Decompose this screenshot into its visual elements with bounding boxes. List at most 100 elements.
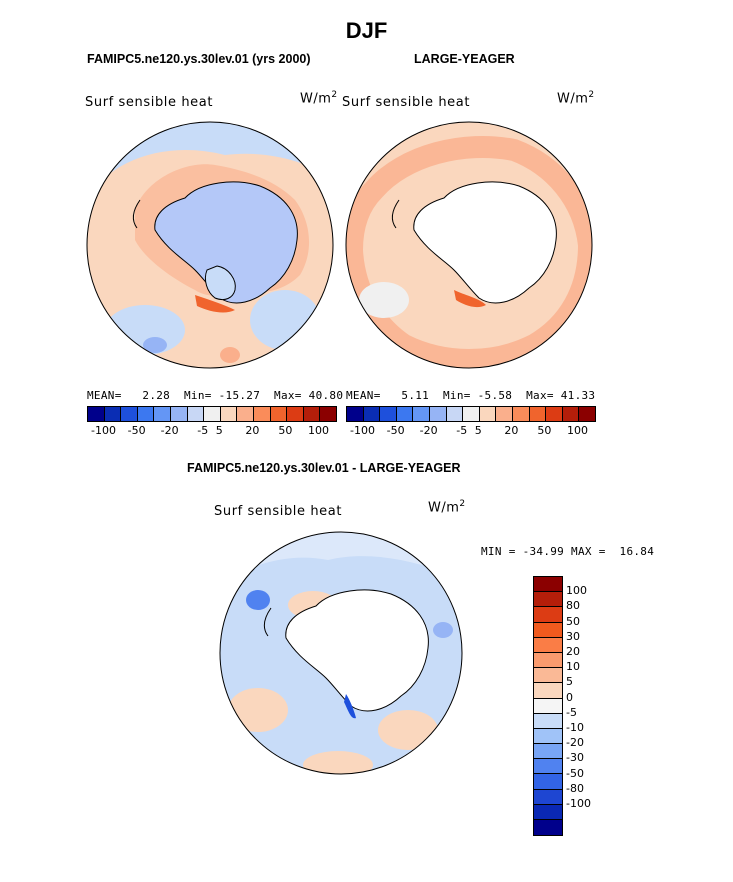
left-map-cool-patch [250, 290, 320, 350]
colorbar-swatch [347, 407, 364, 421]
left-colorbar [87, 406, 337, 422]
colorbar-swatch [413, 407, 430, 421]
right-panel-label: Surf sensible heat [342, 95, 471, 110]
colorbar-tick-label: 5 [215, 424, 223, 437]
colorbar-tick-label: -20 [419, 424, 438, 437]
colorbar-swatch [534, 668, 562, 684]
colorbar-swatch [429, 407, 447, 421]
colorbar-swatch [579, 407, 595, 421]
colorbar-swatch [363, 407, 381, 421]
diff-map-warm-patch [228, 688, 288, 732]
diff-map-cool-spot [433, 622, 453, 638]
colorbar-swatch [204, 407, 221, 421]
right-colorbar-labels: -100 -50 -20 -5 5 20 50 100 [346, 424, 594, 438]
colorbar-swatch [253, 407, 271, 421]
left-map-cool-spot [143, 337, 167, 353]
colorbar-swatch [104, 407, 122, 421]
right-map-neutral-patch [359, 282, 409, 318]
diff-panel-heading: FAMIPC5.ne120.ys.30lev.01 - LARGE-YEAGER [187, 461, 461, 475]
diff-colorbar-labels: 100 80 50 30 20 10 5 0 -5 -10 -20 -30 -50 -80 -100 [566, 576, 606, 836]
colorbar-tick-label: -50 [386, 424, 405, 437]
colorbar-swatch [303, 407, 321, 421]
colorbar-tick-label: -100 [350, 424, 376, 437]
colorbar-swatch [534, 820, 562, 836]
left-map-warm-coast [195, 295, 235, 313]
colorbar-swatch [512, 407, 530, 421]
colorbar-swatch [534, 759, 562, 775]
colorbar-tick-label: 50 [537, 424, 552, 437]
colorbar-swatch [534, 774, 562, 790]
colorbar-swatch [534, 698, 562, 714]
colorbar-swatch [534, 622, 562, 638]
colorbar-swatch [380, 407, 397, 421]
diff-polar-map [219, 531, 463, 775]
right-panel-units: W/m2 [557, 90, 595, 107]
colorbar-swatch [137, 407, 155, 421]
colorbar-swatch [320, 407, 336, 421]
colorbar-swatch [496, 407, 513, 421]
diff-map-warm-patch [378, 710, 438, 750]
colorbar-tick-label: 20 [504, 424, 519, 437]
colorbar-swatch [534, 728, 562, 745]
right-map-antarctica [413, 181, 557, 304]
right-panel-heading: LARGE-YEAGER [414, 52, 515, 66]
colorbar-swatch [396, 407, 414, 421]
colorbar-tick-label: 5 [474, 424, 482, 437]
right-colorbar [346, 406, 596, 422]
colorbar-tick-label: -10 [566, 721, 584, 734]
colorbar-tick-label: 80 [566, 599, 580, 613]
colorbar-swatch [154, 407, 171, 421]
diff-panel-units: W/m2 [428, 499, 466, 516]
colorbar-tick-label: -20 [160, 424, 179, 437]
colorbar-swatch [534, 592, 562, 608]
right-map-warm-coast [454, 290, 486, 308]
colorbar-tick-label: 20 [566, 645, 580, 658]
right-map-peninsula [391, 199, 400, 229]
colorbar-swatch [534, 683, 562, 699]
colorbar-tick-label: 0 [566, 690, 573, 704]
colorbar-swatch [479, 407, 497, 421]
colorbar-swatch [546, 407, 563, 421]
colorbar-tick-label: 20 [245, 424, 260, 437]
colorbar-swatch [187, 407, 205, 421]
colorbar-tick-label: 100 [307, 424, 329, 437]
colorbar-tick-label: -5 [197, 424, 209, 437]
colorbar-tick-label: -5 [566, 705, 577, 719]
diff-panel-stats: MIN = -34.99 MAX = 16.84 [481, 545, 655, 558]
colorbar-swatch [534, 577, 562, 593]
colorbar-swatch [534, 789, 562, 805]
left-colorbar-labels: -100 -50 -20 -5 5 20 50 100 [87, 424, 335, 438]
page-title: DJF [345, 18, 388, 43]
right-map-warm-ring [346, 136, 592, 368]
colorbar-tick-label: 10 [566, 660, 580, 674]
colorbar-swatch [529, 407, 547, 421]
colorbar-swatch [534, 744, 562, 760]
colorbar-tick-label: -100 [91, 424, 117, 437]
diff-map-cool-spot [246, 590, 270, 610]
colorbar-tick-label: -100 [566, 797, 591, 810]
colorbar-tick-label: 100 [566, 584, 587, 598]
colorbar-swatch [170, 407, 188, 421]
colorbar-swatch [270, 407, 288, 421]
diff-colorbar [533, 576, 563, 837]
right-polar-map [345, 121, 593, 369]
colorbar-swatch [463, 407, 480, 421]
diff-map-cool-coast [344, 694, 356, 719]
colorbar-swatch [534, 652, 562, 669]
colorbar-tick-label: -20 [566, 736, 584, 750]
colorbar-swatch [121, 407, 138, 421]
left-map-ross-ice-shelf [204, 265, 236, 301]
diff-panel-label: Surf sensible heat [214, 504, 343, 519]
colorbar-swatch [220, 407, 238, 421]
colorbar-swatch [534, 804, 562, 820]
diff-map-peninsula [263, 607, 272, 637]
right-panel-stats: MEAN= 5.11 Min= -5.58 Max= 41.33 [346, 389, 596, 402]
left-map-warm-spot [220, 347, 240, 363]
colorbar-tick-label: 100 [566, 424, 588, 437]
colorbar-tick-label: 5 [566, 675, 573, 689]
left-panel-heading: FAMIPC5.ne120.ys.30lev.01 (yrs 2000) [87, 52, 311, 66]
left-map-antarctica [154, 181, 298, 304]
colorbar-swatch [287, 407, 304, 421]
colorbar-swatch [446, 407, 464, 421]
left-panel-label: Surf sensible heat [85, 95, 214, 110]
